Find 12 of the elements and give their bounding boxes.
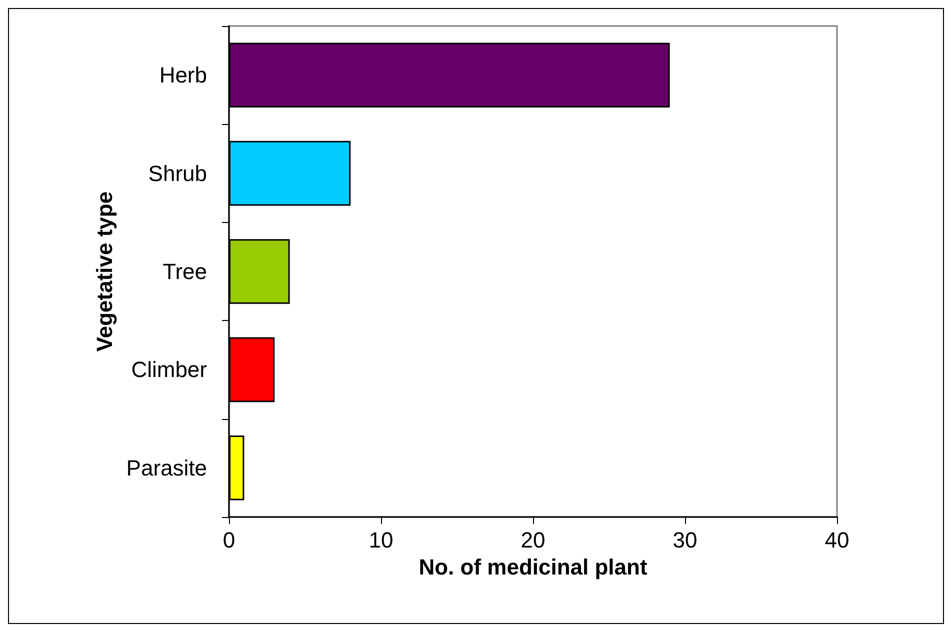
x-tick-label: 30 — [672, 528, 698, 552]
x-tick-label: 0 — [222, 528, 236, 552]
y-tick-label: Parasite — [126, 455, 207, 480]
y-tick-label: Tree — [162, 259, 207, 284]
x-tick-label: 40 — [824, 528, 850, 552]
x-tick-label: 20 — [520, 528, 546, 552]
x-tick-label: 10 — [368, 528, 394, 552]
y-tick-label: Climber — [131, 357, 207, 382]
y-tick-label: Herb — [159, 62, 207, 88]
x-axis-title: No. of medicinal plant — [418, 554, 648, 580]
y-axis-title: Vegetative type — [92, 191, 117, 352]
y-tick-label: Shrub — [148, 160, 207, 186]
